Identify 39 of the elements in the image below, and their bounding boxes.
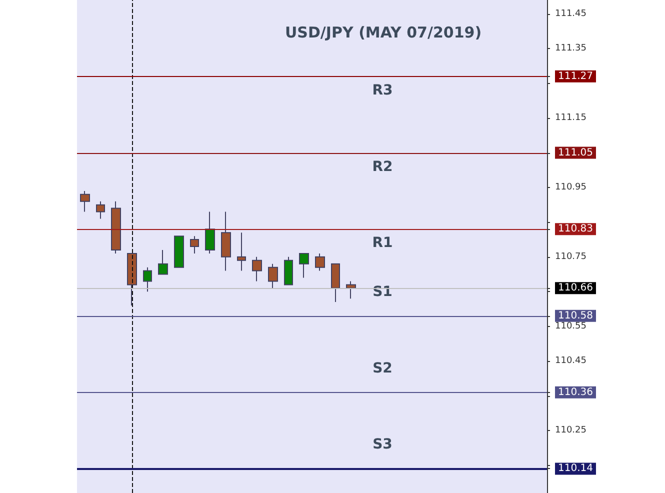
y-tick-label: 110.66: [558, 282, 593, 294]
y-tick-label: 110.58: [558, 310, 593, 322]
candlestick: [315, 252, 325, 272]
ref-line-label: R3: [372, 82, 393, 98]
y-tick-label: 110.45: [555, 356, 586, 366]
y-tick-label: 111.35: [555, 44, 586, 54]
candlestick: [111, 200, 121, 254]
y-tick-label: 110.25: [555, 426, 586, 436]
y-tick-label: 111.05: [558, 147, 593, 158]
candlestick: [127, 252, 137, 306]
ref-line-label: R1: [372, 235, 393, 252]
candlestick: [205, 211, 215, 254]
y-tick-label: 111.27: [558, 70, 593, 82]
candlestick: [143, 266, 152, 292]
candlestick: [252, 256, 262, 282]
y-tick-label: 110.75: [555, 252, 586, 262]
candlestick: [284, 256, 293, 286]
y-tick-label: 110.14: [558, 463, 593, 474]
candlestick: [346, 280, 356, 300]
ref-line-label: S2: [372, 360, 392, 376]
candlestick: [96, 200, 105, 220]
y-tick-label: 110.95: [555, 182, 586, 192]
candlestick: [80, 190, 90, 212]
candlestick: [237, 232, 246, 272]
ref-line-label: R2: [372, 158, 393, 175]
candlestick: [331, 263, 340, 303]
candlestick: [221, 211, 231, 272]
ref-line-label: S3: [372, 436, 392, 453]
candlestick: [174, 236, 184, 268]
candlestick: [268, 263, 278, 289]
y-tick-label: 111.15: [555, 113, 586, 124]
candlestick: [158, 249, 168, 275]
text: USD/JPY (MAY 07/2019): [285, 24, 482, 42]
y-tick-label: 111.45: [555, 8, 586, 19]
y-tick-label: 110.36: [558, 386, 593, 398]
y-tick-label: 110.83: [558, 224, 593, 235]
y-tick-label: 110.55: [555, 321, 586, 332]
candlestick: [299, 252, 309, 278]
candlestick: [190, 236, 199, 254]
